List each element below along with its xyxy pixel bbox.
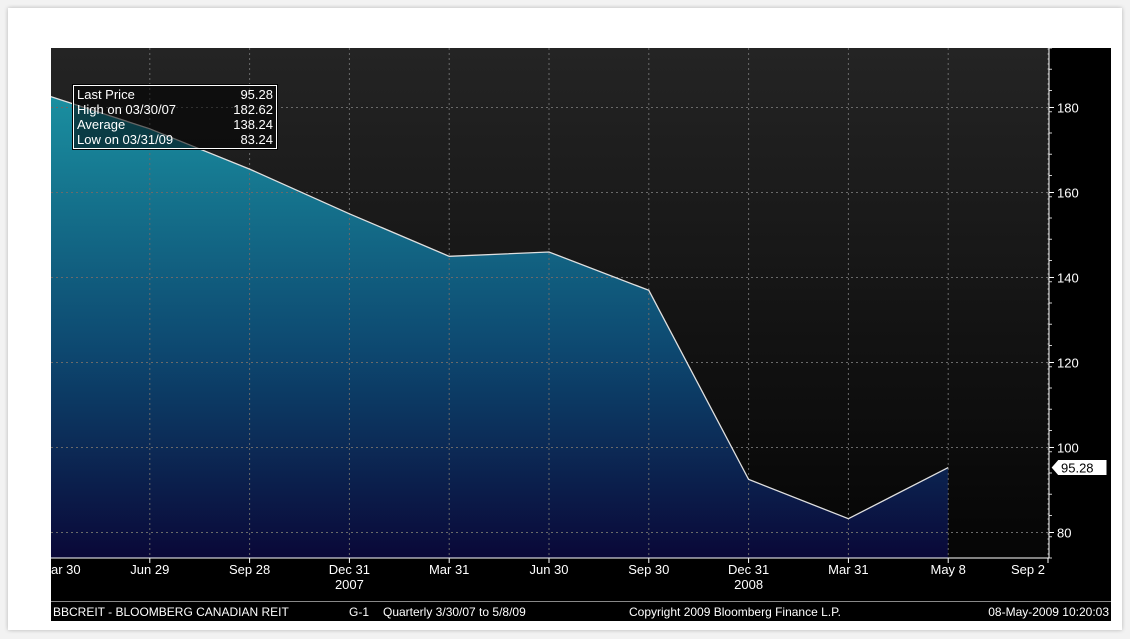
- x-tick-label: May 8: [930, 562, 965, 577]
- legend-label: High on 03/30/07: [77, 102, 177, 117]
- x-tick-label: Dec 31: [728, 562, 769, 577]
- chart-footer: BBCREIT - BLOOMBERG CANADIAN REIT G-1 Qu…: [51, 601, 1111, 621]
- footer-date-range: Quarterly 3/30/07 to 5/8/09: [383, 605, 526, 619]
- x-tick-label: Sep 28: [229, 562, 270, 577]
- bloomberg-chart-panel: 80 100 120 140 160 180 ar 30 Jun 29 Sep 28 Dec 31…: [51, 48, 1111, 621]
- footer-ticker: BBCREIT - BLOOMBERG CANADIAN REIT: [53, 605, 289, 619]
- x-tick-label: ar 30: [51, 562, 81, 577]
- x-tick-label: Dec 31: [329, 562, 370, 577]
- x-year-label: 2008: [734, 577, 763, 592]
- y-tick-label: 120: [1057, 356, 1079, 371]
- x-year-label: 2007: [335, 577, 364, 592]
- x-tick-label: Jun 29: [130, 562, 169, 577]
- legend-label: Average: [77, 117, 126, 132]
- footer-timestamp: 08-May-2009 10:20:03: [988, 605, 1109, 619]
- last-price-label: 95.28: [1061, 461, 1094, 476]
- legend-label: Last Price: [77, 87, 135, 102]
- chart-card: 80 100 120 140 160 180 ar 30 Jun 29 Sep 28 Dec 31…: [8, 8, 1122, 630]
- y-tick-label: 180: [1057, 101, 1079, 116]
- price-summary-legend: Last Price 95.28 High on 03/30/07 182.62…: [72, 84, 278, 150]
- x-tick-label: Mar 31: [429, 562, 469, 577]
- legend-value: 83.24: [240, 132, 273, 147]
- price-area: [51, 96, 949, 558]
- legend-label: Low on 03/31/09: [77, 132, 174, 147]
- y-tick-label: 140: [1057, 271, 1079, 286]
- y-tick-label: 100: [1057, 441, 1079, 456]
- footer-chart-id: G-1: [349, 605, 370, 619]
- price-chart: 80 100 120 140 160 180 ar 30 Jun 29 Sep 28 Dec 31…: [51, 48, 1108, 592]
- last-price-marker: [1050, 459, 1108, 477]
- y-tick-label: 160: [1057, 186, 1079, 201]
- footer-copyright: Copyright 2009 Bloomberg Finance L.P.: [629, 605, 841, 619]
- x-tick-label: Mar 31: [828, 562, 868, 577]
- legend-row-last-price: Last Price 95.28: [77, 87, 273, 102]
- x-tick-label: Sep 2: [1011, 562, 1045, 577]
- legend-value: 182.62: [233, 102, 273, 117]
- legend-row-low: Low on 03/31/09 83.24: [77, 132, 273, 147]
- legend-row-average: Average 138.24: [77, 117, 273, 132]
- legend-row-high: High on 03/30/07 182.62: [77, 102, 273, 117]
- legend-value: 138.24: [233, 117, 273, 132]
- x-tick-label: Sep 30: [628, 562, 669, 577]
- y-tick-label: 80: [1057, 526, 1071, 541]
- x-tick-label: Jun 30: [529, 562, 568, 577]
- legend-value: 95.28: [240, 87, 273, 102]
